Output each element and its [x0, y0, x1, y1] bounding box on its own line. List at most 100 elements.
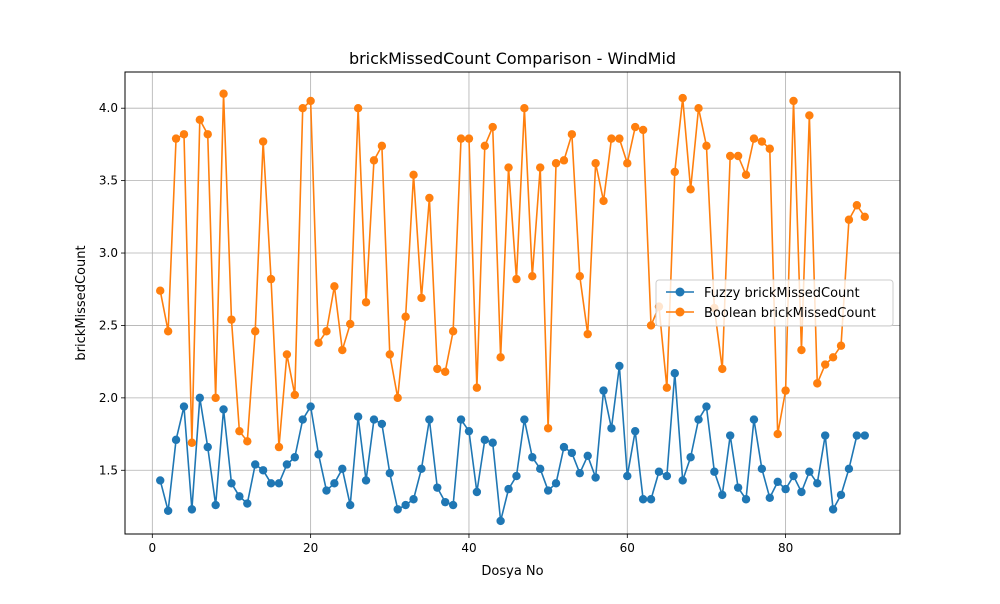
data-point	[251, 327, 260, 336]
data-point	[607, 134, 616, 143]
data-point	[718, 364, 727, 374]
data-point	[702, 141, 711, 151]
data-point	[448, 327, 458, 336]
data-point	[504, 163, 513, 172]
data-point	[456, 415, 466, 424]
data-point	[567, 448, 577, 458]
data-point	[290, 390, 300, 400]
data-point	[171, 134, 181, 143]
data-point	[322, 327, 331, 336]
data-point	[662, 383, 672, 392]
data-point	[179, 130, 189, 139]
data-point	[393, 505, 402, 514]
data-point	[670, 369, 679, 378]
data-point	[820, 431, 830, 440]
legend-box	[655, 279, 894, 327]
data-point	[393, 393, 402, 403]
legend-boolean-label: Boolean brickMissedCount	[704, 306, 876, 321]
data-point	[559, 442, 569, 452]
data-point	[330, 282, 339, 291]
data-point	[369, 415, 379, 424]
data-point	[694, 104, 703, 113]
data-point	[187, 505, 197, 514]
data-point	[536, 163, 545, 172]
y-tick-label: 4.0	[99, 101, 118, 115]
data-point	[836, 341, 846, 350]
data-point	[441, 497, 450, 507]
data-point	[480, 435, 489, 445]
data-point	[417, 293, 426, 303]
data-point	[686, 185, 695, 194]
plot-frame	[124, 71, 901, 535]
data-point	[662, 471, 672, 481]
data-point	[274, 479, 284, 488]
data-point	[583, 329, 592, 339]
x-tick-label: 60	[620, 541, 635, 555]
data-point	[361, 476, 371, 485]
data-point	[195, 393, 205, 403]
data-point	[361, 298, 371, 307]
data-point	[472, 487, 482, 497]
data-point	[346, 319, 355, 329]
data-point	[638, 125, 648, 135]
data-point	[678, 93, 687, 103]
data-point	[757, 137, 767, 146]
data-point	[536, 464, 545, 474]
data-point	[844, 215, 854, 224]
data-point	[559, 156, 569, 165]
data-point	[219, 89, 228, 98]
data-point	[290, 453, 300, 462]
data-point	[464, 426, 474, 436]
data-point	[654, 467, 664, 476]
data-point	[282, 350, 292, 359]
data-point	[725, 151, 735, 161]
data-point	[844, 464, 854, 474]
data-point	[520, 104, 529, 113]
data-point	[338, 345, 347, 355]
data-point	[314, 338, 323, 348]
data-point	[203, 130, 212, 139]
data-point	[599, 386, 608, 395]
data-point	[543, 424, 553, 433]
tick-layer: 0 20 40 60 80 1.5 2.0 2.5 3.0 3.5 4.0	[99, 101, 793, 555]
data-point	[243, 437, 252, 446]
data-point	[322, 486, 331, 495]
data-point	[765, 493, 774, 502]
data-point	[733, 151, 743, 161]
data-point	[820, 360, 830, 369]
data-point	[251, 460, 260, 469]
data-point	[163, 327, 173, 336]
series-boolean	[156, 89, 869, 452]
data-point	[187, 438, 197, 447]
data-point	[749, 134, 759, 143]
data-point	[377, 141, 387, 151]
data-point	[496, 516, 505, 526]
data-point	[441, 367, 450, 376]
series-layer	[156, 89, 869, 526]
data-point	[551, 479, 561, 488]
data-point	[298, 415, 307, 424]
data-point	[583, 451, 592, 460]
data-point	[480, 141, 489, 151]
y-tick-label: 2.5	[99, 318, 118, 332]
data-point	[828, 353, 838, 362]
data-point	[472, 383, 482, 392]
data-point	[456, 134, 466, 143]
y-axis-label: brickMissedCount	[74, 245, 89, 360]
data-point	[298, 104, 307, 113]
data-point	[338, 464, 347, 474]
data-point	[852, 431, 862, 440]
data-point	[306, 402, 315, 411]
chart-title: brickMissedCount Comparison - WindMid	[349, 49, 676, 68]
data-point	[836, 490, 846, 500]
data-point	[227, 315, 236, 324]
data-point	[227, 479, 236, 488]
data-point	[710, 467, 719, 476]
data-point	[171, 435, 181, 445]
x-tick-label: 20	[303, 541, 318, 555]
y-tick-label: 3.0	[99, 246, 118, 260]
data-point	[496, 353, 505, 362]
data-point	[512, 274, 521, 284]
